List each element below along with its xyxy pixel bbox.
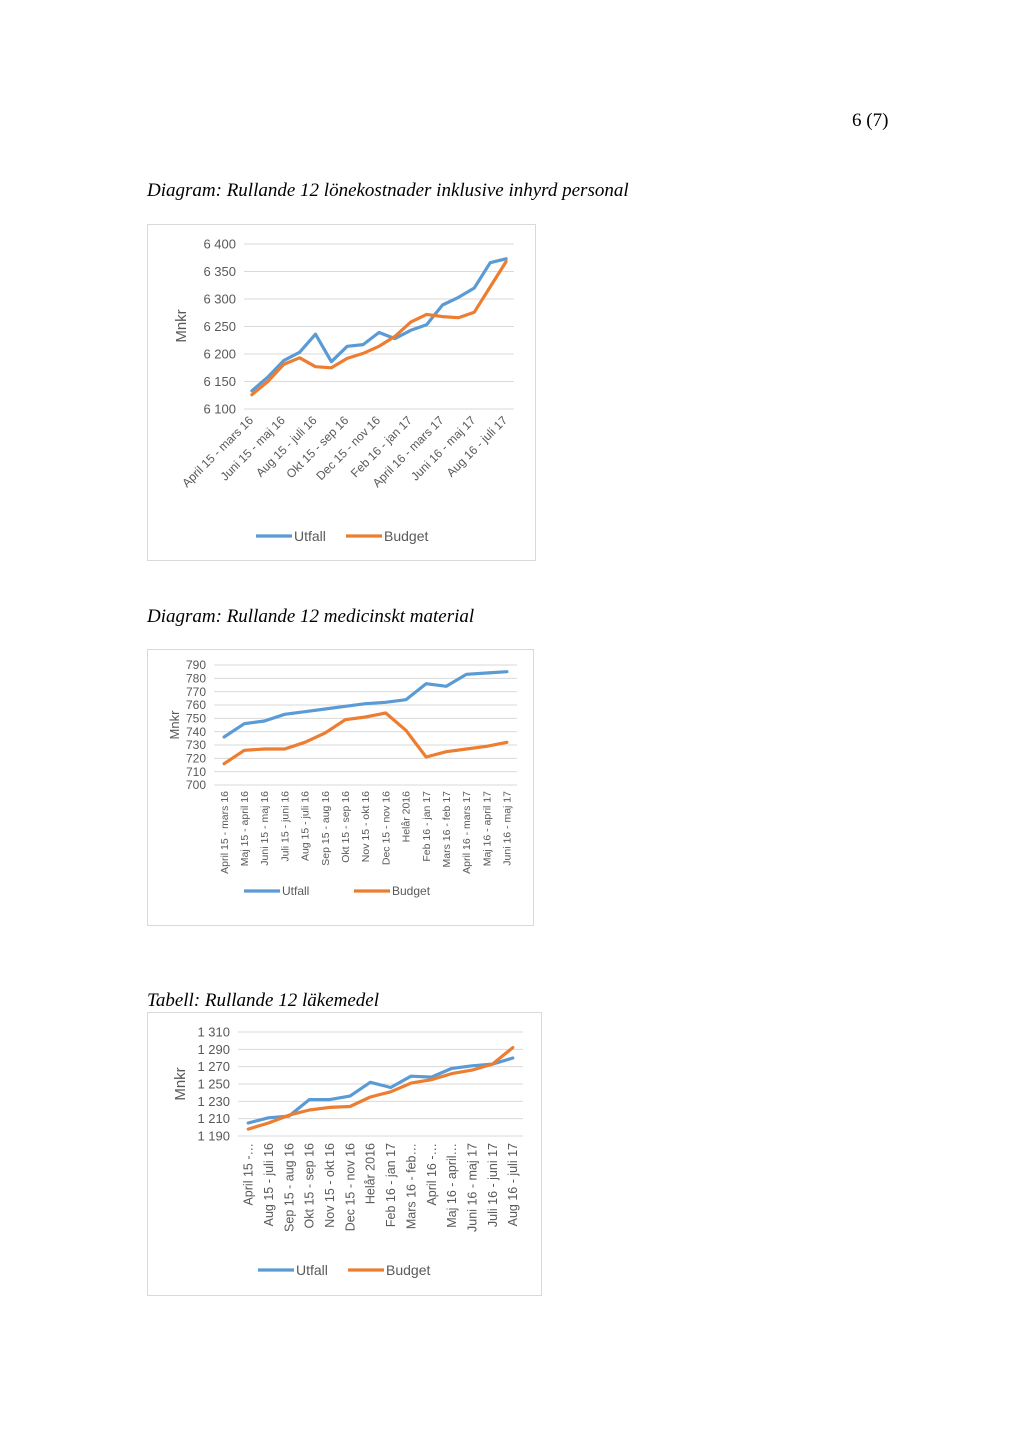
- chart-caption-2: Diagram: Rullande 12 medicinskt material: [147, 606, 475, 627]
- x-tick-label: Sep 15 - aug 16: [320, 791, 332, 866]
- x-tick-label: Aug 15 - juli 16: [262, 1143, 276, 1226]
- y-axis-title: Mnkr: [172, 1067, 189, 1100]
- y-axis-title: Mnkr: [173, 309, 190, 342]
- series-line-utfall: [250, 257, 508, 393]
- x-tick-label: Juni 15 - maj 16: [259, 791, 271, 866]
- x-tick-label: Maj 16 - april 17: [481, 791, 493, 866]
- legend-label-budget: Budget: [384, 528, 428, 544]
- y-tick-label: 740: [186, 725, 206, 739]
- x-tick-label: Mars 16 - feb…: [404, 1143, 418, 1229]
- y-tick-label: 780: [186, 672, 206, 686]
- y-tick-label: 750: [186, 712, 206, 726]
- x-tick-label: Aug 16 - juli 17: [506, 1143, 520, 1226]
- x-tick-label: Juli 16 - juni 17: [486, 1143, 500, 1227]
- x-tick-label: Feb 16 - jan 17: [384, 1143, 398, 1227]
- legend-label-budget: Budget: [392, 884, 431, 898]
- x-tick-label: Juni 16 - maj 17: [502, 791, 514, 866]
- y-tick-label: 720: [186, 752, 206, 766]
- y-tick-label: 1 270: [197, 1059, 230, 1074]
- x-tick-label: Juni 16 - maj 17: [465, 1143, 479, 1232]
- y-tick-label: 6 200: [203, 347, 236, 362]
- chart-pharmaceuticals: 1 190 1 210 1 230 1 250 1 270 1 290 1 310 April…: [147, 1012, 542, 1296]
- x-tick-label: April 15 - mars 16: [219, 791, 231, 874]
- x-tick-label: Okt 15 - sep 16: [303, 1143, 317, 1229]
- x-tick-label: April 16 -…: [425, 1143, 439, 1206]
- x-tick-label: Helår 2016: [401, 791, 413, 843]
- y-tick-label: 1 310: [197, 1025, 230, 1040]
- y-tick-label: 1 190: [197, 1129, 230, 1144]
- chart-caption-1: Diagram: Rullande 12 lönekostnader inklu…: [147, 180, 629, 201]
- y-tick-label: 700: [186, 778, 206, 792]
- x-tick-label: Dec 15 - nov 16: [343, 1143, 357, 1231]
- y-tick-label: 6 400: [203, 237, 236, 252]
- x-tick-label: Mars 16 - feb 17: [441, 791, 453, 868]
- y-tick-label: 1 230: [197, 1094, 230, 1109]
- x-tick-label: April 15 -…: [242, 1143, 256, 1206]
- y-tick-label: 790: [186, 658, 206, 672]
- y-tick-label: 6 300: [203, 292, 236, 307]
- legend-label-utfall: Utfall: [296, 1262, 328, 1278]
- chart-salary-costs: 6 100 6 150 6 200 6 250 6 300 6 350 6 400 April…: [147, 224, 536, 561]
- y-tick-label: 770: [186, 685, 206, 699]
- legend-label-utfall: Utfall: [282, 884, 309, 898]
- series-line-utfall: [246, 1056, 515, 1125]
- page-number: 6 (7): [852, 110, 889, 131]
- x-tick-label: Juli 15 - juni 16: [279, 791, 291, 862]
- x-tick-label: Sep 15 - aug 16: [282, 1143, 296, 1232]
- x-tick-label: Helår 2016: [364, 1143, 378, 1204]
- y-tick-label: 6 150: [203, 374, 236, 389]
- y-tick-label: 730: [186, 738, 206, 752]
- x-tick-label: Feb 16 - jan 17: [421, 791, 433, 862]
- series-line-budget: [250, 259, 508, 397]
- chart-caption-3: Tabell: Rullande 12 läkemedel: [147, 990, 379, 1011]
- x-tick-label: Maj 15 - april 16: [239, 791, 251, 866]
- y-axis-title: Mnkr: [167, 710, 182, 740]
- y-tick-label: 1 290: [197, 1042, 230, 1057]
- y-tick-label: 6 100: [203, 402, 236, 417]
- legend-label-budget: Budget: [386, 1262, 430, 1278]
- y-tick-label: 6 250: [203, 319, 236, 334]
- legend-label-utfall: Utfall: [294, 528, 326, 544]
- y-tick-label: 760: [186, 698, 206, 712]
- chart-pharmaceuticals-svg: 1 190 1 210 1 230 1 250 1 270 1 290 1 310 April…: [172, 1025, 523, 1278]
- series-line-budget: [246, 1045, 515, 1131]
- x-tick-label: Okt 15 - sep 16: [340, 791, 352, 863]
- y-tick-label: 1 210: [197, 1111, 230, 1126]
- y-tick-label: 1 250: [197, 1077, 230, 1092]
- x-tick-label: Nov 15 - okt 16: [360, 791, 372, 862]
- x-tick-label: Dec 15 - nov 16: [380, 791, 392, 865]
- series-line-utfall: [222, 670, 509, 739]
- x-tick-label: Aug 15 - juli 16: [300, 791, 312, 861]
- chart-medical-material: 700 710 720 730 740 750 760 770 780 790 April 15 -…: [147, 649, 534, 926]
- y-tick-label: 6 350: [203, 264, 236, 279]
- x-tick-label: Nov 15 - okt 16: [323, 1143, 337, 1228]
- x-tick-label: Maj 16 - april…: [445, 1143, 459, 1228]
- y-tick-label: 710: [186, 765, 206, 779]
- x-tick-label: April 16 - mars 17: [461, 791, 473, 874]
